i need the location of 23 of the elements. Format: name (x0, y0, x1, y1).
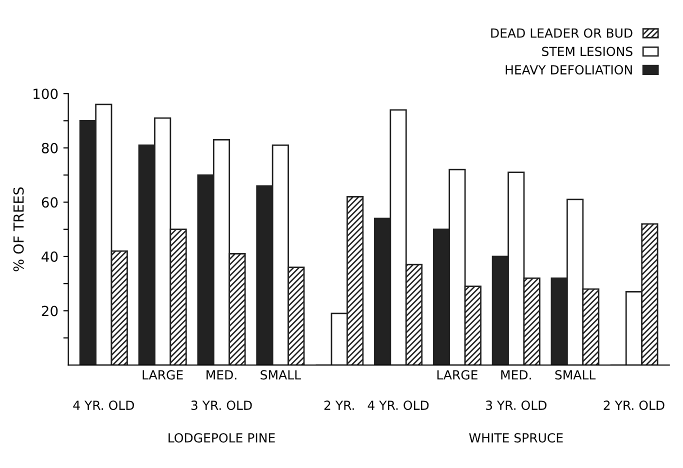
x-tick-label: SMALL (555, 370, 596, 380)
text: LODGEPOLE PINE (168, 433, 275, 443)
y-tick-label: 40 (42, 251, 58, 262)
legend-label: DEAD LEADER OR BUD (491, 28, 632, 38)
x-tick-label: LARGE (142, 370, 183, 380)
x-tick-label: SMALL (260, 370, 301, 380)
text: WHITE SPRUCE (469, 433, 563, 443)
y-tick-label: 20 (42, 306, 58, 316)
text: 3 YR. OLD (191, 400, 252, 410)
text: 3 YR. OLD (486, 400, 546, 410)
y-axis-title: % OF TREES (13, 187, 24, 272)
x-tick-label: LARGE (437, 370, 478, 380)
text: 4 YR. OLD (368, 400, 429, 410)
y-tick-label: 60 (42, 197, 58, 208)
x-tick-label: MED. (501, 370, 531, 380)
text: 4 YR. OLD (73, 400, 134, 410)
text: 2 YR. (324, 400, 354, 410)
y-tick-label: 100 (34, 88, 58, 100)
legend-label: STEM LESIONS (542, 46, 632, 56)
x-tick-label: MED. (206, 370, 236, 380)
y-tick-label: 80 (42, 142, 58, 154)
legend-label: HEAVY DEFOLIATION (506, 65, 632, 74)
text: 2 YR. OLD (604, 400, 664, 410)
